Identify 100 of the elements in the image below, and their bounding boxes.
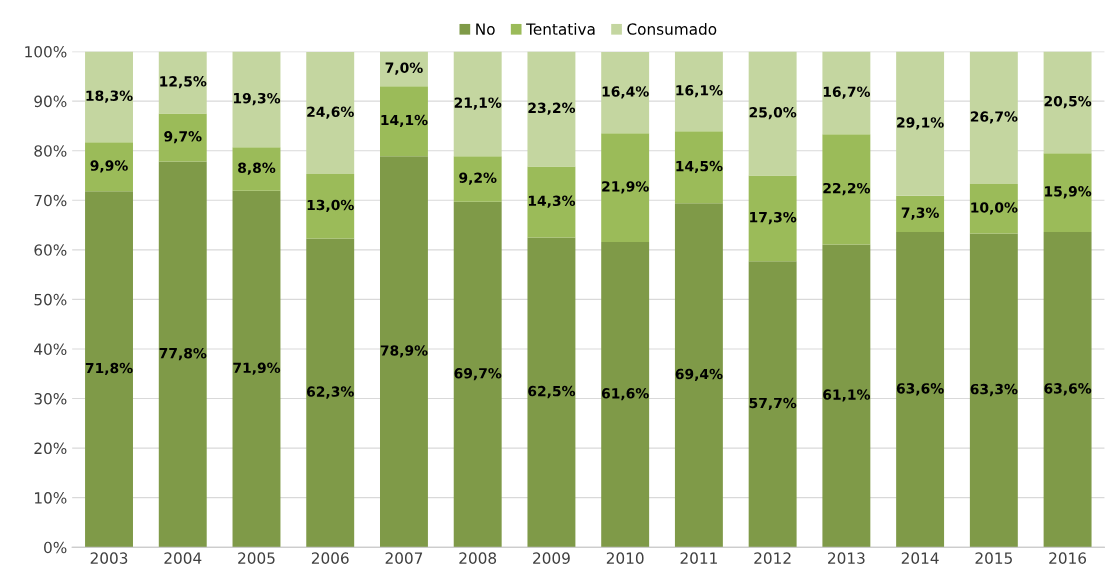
data-label: 63,6% — [896, 383, 944, 396]
y-tick-label: 0% — [44, 541, 67, 554]
y-tick-label: 60% — [34, 244, 67, 256]
bar — [527, 166, 576, 238]
data-label: 7,3% — [901, 207, 939, 220]
data-label: 14,5% — [676, 160, 723, 174]
bar — [674, 51, 723, 132]
x-tick-label: 2013 — [828, 552, 865, 564]
bar — [748, 51, 797, 176]
x-tick-label: 2011 — [680, 552, 717, 564]
bar — [969, 51, 1018, 184]
bar — [306, 238, 355, 548]
data-label: 21,1% — [454, 97, 502, 110]
x-tick-label: 2015 — [975, 552, 1012, 564]
y-tick-label: 10% — [35, 492, 67, 504]
data-label: 7,0% — [385, 62, 423, 75]
data-label: 9,9% — [90, 160, 128, 173]
data-label: 12,5% — [160, 76, 207, 89]
bar — [674, 203, 723, 548]
legend-label: Consumado — [627, 23, 717, 35]
bar — [232, 190, 281, 548]
bar — [601, 133, 650, 242]
data-label: 29,1% — [897, 117, 944, 130]
bar — [232, 51, 281, 148]
y-tick-label: 40% — [34, 343, 67, 355]
bar — [527, 237, 576, 548]
bar — [158, 161, 207, 548]
data-label: 16,4% — [602, 86, 649, 99]
data-label: 61,1% — [823, 389, 871, 402]
bar — [380, 86, 428, 157]
data-label: 15,9% — [1045, 186, 1092, 199]
bar — [158, 113, 207, 162]
legend-label: Tentativa — [526, 23, 595, 35]
x-tick-label: 2008 — [459, 552, 497, 564]
bar — [1043, 153, 1092, 232]
bar — [674, 131, 723, 204]
legend-label: No — [476, 23, 495, 35]
bar — [896, 195, 945, 232]
data-label: 17,3% — [750, 211, 797, 225]
bar — [748, 261, 797, 548]
x-tick-label: 2016 — [1049, 552, 1087, 564]
bar — [232, 147, 281, 191]
data-label: 62,5% — [528, 385, 576, 399]
data-label: 14,1% — [381, 114, 428, 128]
bar — [527, 51, 576, 167]
y-tick-label: 100% — [25, 46, 67, 58]
data-label: 77,8% — [159, 347, 207, 361]
bar — [85, 191, 133, 548]
bar — [896, 231, 945, 548]
data-label: 9,2% — [459, 172, 497, 185]
data-label: 61,6% — [601, 388, 649, 401]
data-label: 22,2% — [823, 182, 871, 196]
data-label: 8,8% — [238, 162, 276, 175]
bar — [969, 183, 1018, 234]
bar — [1043, 51, 1092, 154]
bar — [896, 51, 945, 196]
x-tick-label: 2004 — [164, 552, 202, 564]
x-tick-label: 2014 — [901, 552, 939, 564]
bar — [453, 201, 502, 548]
data-label: 18,3% — [86, 90, 133, 103]
data-label: 25,0% — [749, 107, 797, 120]
x-tick-label: 2010 — [606, 552, 644, 564]
bar — [85, 142, 133, 192]
data-label: 24,6% — [307, 106, 354, 119]
bar — [158, 51, 207, 114]
data-label: 62,3% — [306, 386, 354, 399]
data-label: 10,0% — [971, 202, 1018, 215]
data-label: 20,5% — [1044, 95, 1092, 109]
bar — [601, 52, 650, 134]
data-label: 69,7% — [454, 368, 502, 381]
y-tick-label: 70% — [34, 194, 67, 207]
data-label: 9,7% — [164, 131, 202, 144]
y-tick-label: 20% — [34, 442, 67, 455]
data-label: 63,6% — [1044, 383, 1092, 396]
data-label: 57,7% — [749, 397, 797, 411]
x-tick-label: 2012 — [754, 552, 791, 564]
bar — [453, 51, 502, 157]
data-label: 23,2% — [528, 102, 576, 115]
bar — [453, 156, 502, 202]
bar — [85, 51, 133, 143]
x-tick-label: 2006 — [311, 552, 349, 564]
bar — [822, 134, 871, 245]
data-label: 26,7% — [970, 111, 1018, 124]
bar — [822, 51, 871, 135]
data-label: 14,3% — [528, 195, 576, 208]
bar — [306, 52, 355, 174]
y-tick-label: 90% — [34, 95, 67, 108]
y-tick-label: 80% — [34, 145, 67, 157]
x-tick-label: 2005 — [238, 552, 275, 564]
x-tick-label: 2007 — [385, 552, 423, 564]
data-label: 21,9% — [602, 181, 649, 194]
bar — [380, 156, 428, 548]
bar — [601, 241, 650, 548]
x-tick-label: 2009 — [533, 552, 570, 564]
x-tick-label: 2003 — [90, 552, 128, 564]
y-tick-label: 30% — [34, 392, 67, 405]
bar — [748, 175, 797, 262]
data-label: 16,1% — [676, 84, 723, 98]
data-label: 71,9% — [233, 362, 281, 375]
data-label: 63,3% — [970, 383, 1018, 397]
